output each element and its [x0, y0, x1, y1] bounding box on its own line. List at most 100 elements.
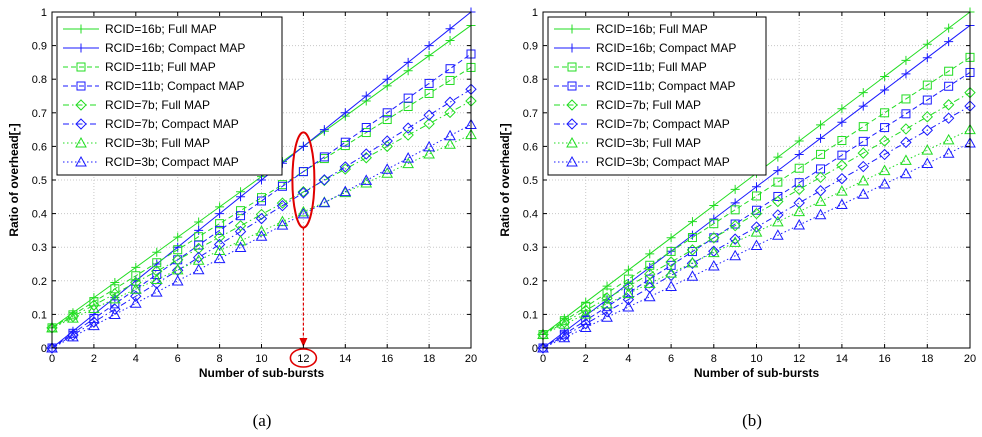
data-point	[360, 176, 373, 188]
data-point	[297, 205, 310, 217]
data-point	[645, 249, 655, 259]
y-tick-label: 0.5	[32, 175, 47, 187]
data-point	[942, 147, 955, 158]
data-point	[857, 147, 869, 159]
x-tick-label: 6	[668, 353, 674, 365]
legend-marker	[76, 43, 86, 53]
data-point	[900, 123, 912, 135]
legend-marker	[75, 155, 87, 167]
data-point	[601, 297, 613, 309]
y-tick-label: 0.1	[32, 309, 47, 321]
data-point	[130, 290, 142, 302]
data-point	[424, 78, 434, 88]
series-line-4	[51, 100, 472, 329]
panel-caption: (a)	[253, 411, 272, 430]
data-point	[361, 123, 371, 132]
data-point	[192, 242, 205, 255]
x-tick-label: 4	[133, 353, 139, 365]
legend-marker	[76, 81, 86, 91]
annotation-arrow-head	[299, 338, 308, 347]
data-point	[773, 166, 783, 176]
data-point	[151, 265, 163, 277]
legend-label: RCID=11b; Compact MAP	[596, 79, 736, 93]
data-point	[581, 302, 591, 312]
y-tick-label: 0.7	[523, 108, 538, 120]
data-point	[403, 57, 413, 67]
x-tick-label: 16	[381, 353, 393, 365]
data-point	[922, 39, 932, 49]
data-point	[752, 191, 761, 201]
data-point	[194, 225, 204, 235]
data-point	[403, 66, 413, 76]
data-point	[814, 208, 827, 220]
data-point	[944, 23, 954, 33]
x-tick-label: 2	[91, 353, 97, 365]
series-line-3	[51, 53, 472, 349]
data-point	[382, 108, 392, 118]
series-line-5	[51, 88, 472, 349]
data-point	[319, 152, 329, 162]
data-point	[836, 159, 848, 171]
data-point	[129, 297, 142, 308]
data-point	[581, 315, 591, 325]
x-tick-label: 18	[921, 353, 933, 365]
data-point	[255, 208, 268, 221]
y-tick-label: 0.4	[523, 209, 538, 221]
data-point	[402, 152, 414, 163]
data-point	[837, 136, 847, 146]
data-point	[213, 238, 226, 251]
data-point	[423, 147, 435, 159]
legend-label: RCID=7b; Full MAP	[105, 98, 210, 112]
y-tick-label: 0.4	[32, 209, 47, 221]
data-point	[921, 157, 934, 169]
series-line-2	[542, 56, 971, 335]
data-point	[558, 330, 571, 342]
data-point	[878, 148, 891, 161]
y-tick-label: 0.7	[32, 108, 47, 120]
data-point	[257, 196, 266, 206]
data-point	[730, 205, 740, 215]
data-point	[707, 246, 720, 258]
data-point	[423, 109, 435, 121]
legend-box	[547, 16, 767, 176]
x-tick-label: 12	[793, 353, 805, 365]
data-point	[194, 240, 204, 250]
legend-label: RCID=16b; Full MAP	[105, 22, 217, 36]
data-point	[67, 310, 79, 323]
data-point	[88, 299, 100, 311]
data-point	[319, 125, 329, 135]
data-point	[794, 163, 804, 173]
x-tick-label: 14	[339, 353, 351, 365]
data-point	[773, 177, 783, 187]
data-point	[752, 182, 761, 192]
data-point	[444, 129, 456, 141]
legend-marker	[567, 81, 577, 91]
data-point	[67, 329, 79, 341]
legend-marker	[76, 24, 86, 34]
data-point	[424, 51, 434, 61]
legend-marker	[567, 62, 577, 72]
y-tick-label: 0.2	[523, 276, 538, 288]
data-point	[152, 247, 162, 257]
data-point	[793, 197, 805, 209]
data-point	[423, 140, 435, 152]
data-point	[110, 299, 120, 309]
data-point	[537, 342, 549, 354]
data-point	[445, 36, 455, 46]
data-point	[837, 104, 847, 114]
data-point	[880, 108, 890, 118]
data-point	[558, 318, 571, 329]
x-axis-label: Number of sub-bursts	[694, 366, 820, 380]
data-point	[750, 226, 763, 237]
data-point	[213, 231, 226, 243]
legend-marker	[566, 136, 578, 148]
data-point	[297, 186, 310, 198]
data-point	[900, 154, 912, 165]
data-point	[857, 188, 870, 199]
data-point	[773, 152, 783, 162]
data-point	[361, 128, 371, 138]
x-tick-label: 4	[625, 353, 631, 365]
data-point	[340, 108, 350, 118]
data-point	[88, 302, 100, 314]
